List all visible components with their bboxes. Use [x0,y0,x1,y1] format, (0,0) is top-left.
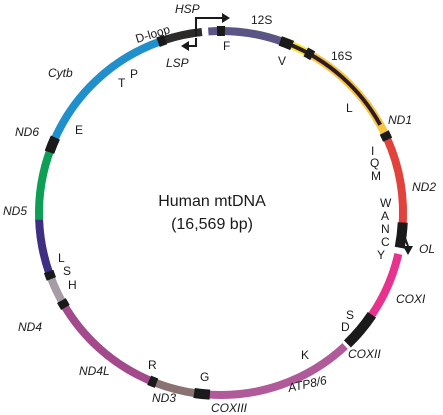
tick-IQM [394,222,408,249]
segment-nd4l [35,219,53,274]
trna-c: C [381,235,390,249]
label-nd4l: ND4L [79,364,110,378]
tick-E [156,34,168,47]
diagram-subtitle: (16,569 bp) [171,216,253,233]
tick-WANCY [343,311,377,348]
trna-v: V [278,54,286,68]
trna-e: E [75,123,83,137]
trna-y: Y [377,248,385,262]
trna-f: F [223,39,230,53]
trna-w: W [380,196,392,210]
diagram-title: Human mtDNA [158,193,266,210]
ol-arrowhead-icon [403,246,413,255]
hsp-arrowhead-icon [222,13,230,23]
tick-R [43,269,57,281]
tick-SD [193,388,211,400]
tick-K [147,375,159,388]
label-coxii: COXII [348,347,381,361]
trna-g: G [200,370,209,384]
tick-LSH [44,135,60,154]
trna-m: M [371,169,381,183]
segment-cytb [208,27,285,46]
label-16s: 16S [331,49,352,63]
segment-nd4 [35,146,55,220]
segment-nd3 [47,276,67,306]
tick-G [57,298,70,311]
segment-coxi [204,343,348,399]
label-nd2: ND2 [412,180,436,194]
label-coxiii: COXIII [211,401,248,415]
segment-nd2 [363,252,403,325]
trna-s2: S [63,264,71,278]
trna-r: R [148,358,157,372]
trna-k: K [301,348,309,362]
label-nd4: ND4 [18,320,42,334]
trna-p: P [130,67,138,81]
segment-16s [309,51,389,135]
segment-atp86 [59,301,152,385]
trna-s1: S [346,308,354,322]
trna-t: T [118,76,126,90]
tick-L1 [379,130,393,142]
trna-a: A [381,209,389,223]
trna-i: I [371,144,374,158]
trna-d: D [341,320,350,334]
trna-h: H [68,278,77,292]
lsp-arrow-icon [188,38,197,47]
label-coxi: COXI [396,292,426,306]
label-lsp: LSP [166,56,189,70]
segment-nd1 [383,137,407,230]
tick-V [303,47,316,61]
label-nd6: ND6 [15,125,39,139]
hsp-arrow-icon [195,17,222,36]
label-ol: OL [419,242,435,256]
gene-boundary-ticks [43,25,408,400]
segment-nd5 [49,38,161,144]
segment-dloop [288,42,382,126]
trna-n: N [381,222,390,236]
trna-q: Q [370,156,379,170]
label-nd1: ND1 [388,113,412,127]
label-nd3: ND3 [152,391,176,405]
trna-l1: L [346,101,353,115]
label-cytb: Cytb [48,66,73,80]
ol-arrow-icon [399,237,409,247]
label-nd5: ND5 [3,204,27,218]
label-hsp: HSP [175,2,200,16]
label-12s: 12S [251,13,272,27]
trna-l2: L [58,251,65,265]
tick-TP [278,36,295,51]
lsp-arrowhead-icon [181,41,189,51]
